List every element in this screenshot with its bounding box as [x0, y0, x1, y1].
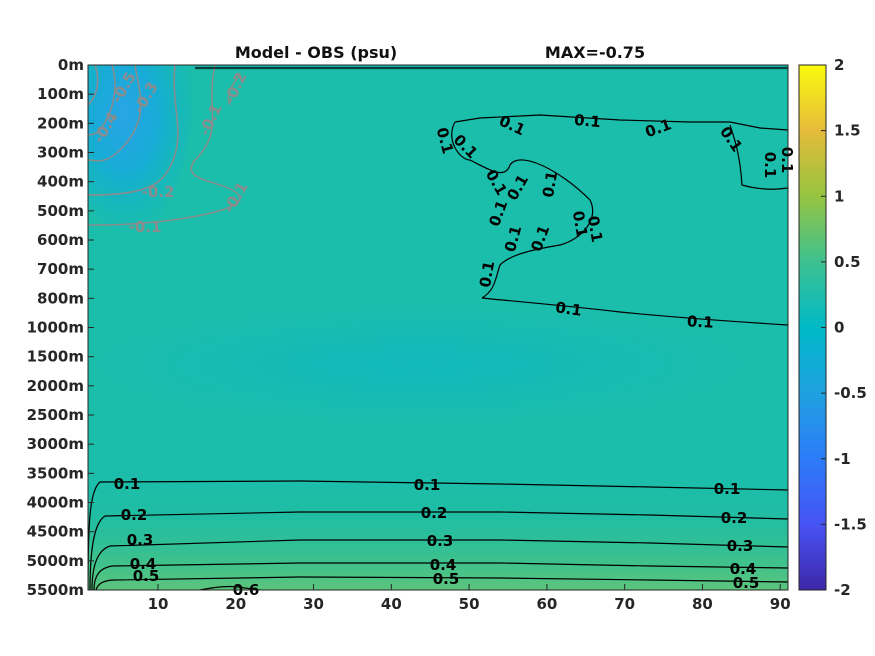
- chart-title: Model - OBS (psu): [235, 43, 397, 62]
- contour-line-mid-0.1-lower: [481, 297, 788, 326]
- contour-line-neg-0.3: [88, 65, 142, 162]
- contour-line-right-0.1: [729, 124, 788, 190]
- x-tick-label: 50: [459, 595, 480, 613]
- x-tick-label: 30: [303, 595, 324, 613]
- y-tick-label: 700m: [37, 260, 84, 278]
- negative-contours: [88, 65, 241, 226]
- contour-line-neg-extra: [227, 74, 241, 106]
- y-tick-label: 3000m: [27, 435, 84, 453]
- x-axis: 10 20 30 40 50 60 70 80 90: [148, 584, 791, 613]
- x-tick-label: 80: [692, 595, 713, 613]
- y-tick-label: 5500m: [27, 581, 84, 599]
- contour-label-0.1-right: 0.1: [714, 480, 741, 498]
- colorbar-tick-label: 1.5: [834, 122, 861, 140]
- x-tick-label: 60: [536, 595, 557, 613]
- contour-label-0.5-left: 0.5: [133, 567, 160, 585]
- contour-label-0.1-left: 0.1: [114, 475, 141, 493]
- colorbar-tick-label: 2: [834, 56, 844, 74]
- contour-label-mid-0.1-o: 0.1: [476, 259, 498, 288]
- y-tick-label: 1000m: [27, 319, 84, 337]
- contour-label-0.4-mid: 0.4: [430, 556, 457, 574]
- y-tick-label: 400m: [37, 173, 84, 191]
- x-tick-label: 20: [225, 595, 246, 613]
- positive-contours-bottom: [88, 480, 788, 590]
- contour-label-0.2-left: 0.2: [121, 506, 148, 524]
- contour-line-neg-0.5: [88, 65, 99, 106]
- y-tick-label: 300m: [37, 144, 84, 162]
- y-tick-label: 5000m: [27, 552, 84, 570]
- y-tick-label: 600m: [37, 231, 84, 249]
- y-axis: 0m 100m 200m 300m 400m 500m 600m 700m 800m 1000m 1…: [27, 56, 94, 599]
- y-tick-label: 800m: [37, 289, 84, 307]
- contour-line-neg-0.1: [88, 65, 241, 226]
- contour-line-0.5: [95, 576, 788, 590]
- contour-label-0.5-mid: 0.5: [433, 570, 460, 588]
- contour-line-0.2: [89, 511, 788, 590]
- contour-label-mid-0.1-n: 0.1: [584, 214, 606, 243]
- contour-label-mid-0.1-q: 0.1: [687, 312, 714, 331]
- colorbar: 2 1.5 1 0.5 0 -0.5 -1 -1.5 -2: [798, 56, 867, 599]
- contour-line-mid-0.1-outer: [454, 114, 788, 131]
- heatmap-field: [88, 65, 788, 590]
- colorbar-tick-label: -1.5: [834, 515, 867, 533]
- colorbar-tick-label: -1: [834, 450, 851, 468]
- y-tick-label: 0m: [58, 56, 84, 74]
- contour-line-mid-0.1-left: [451, 121, 594, 299]
- colorbar-tick-label: -0.5: [834, 384, 867, 402]
- contour-label-0.2-right: 0.2: [721, 509, 748, 527]
- contour-label-mid-0.1-m: 0.1: [569, 209, 591, 238]
- contour-label-0.5-right: 0.5: [733, 574, 760, 592]
- y-tick-label: 4000m: [27, 494, 84, 512]
- chart-subtitle: MAX=-0.75: [545, 43, 645, 62]
- contour-label-mid-0.1-p: 0.1: [554, 298, 583, 320]
- x-tick-label: 90: [770, 595, 791, 613]
- y-tick-label: 4500m: [27, 523, 84, 541]
- contour-label-0.3-mid: 0.3: [427, 532, 454, 550]
- contour-label-0.1-mid: 0.1: [414, 476, 441, 494]
- x-tick-label: 70: [614, 595, 635, 613]
- contour-line-0.6: [199, 585, 261, 590]
- y-tick-label: 1500m: [27, 348, 84, 366]
- contour-label-0.4-right: 0.4: [730, 560, 757, 578]
- y-tick-label: 500m: [37, 202, 84, 220]
- contour-label-neg-0.2: -0.2: [142, 183, 175, 201]
- y-tick-label: 100m: [37, 85, 84, 103]
- y-tick-label: 200m: [37, 114, 84, 132]
- colorbar-ticks: 2 1.5 1 0.5 0 -0.5 -1 -1.5 -2: [821, 56, 867, 599]
- positive-contours-mid: [195, 67, 788, 326]
- colorbar-tick-label: -2: [834, 581, 851, 599]
- y-tick-label: 3500m: [27, 464, 84, 482]
- y-tick-label: 2500m: [27, 406, 84, 424]
- contour-line-0.3: [91, 539, 788, 590]
- contour-label-neg-0.1: -0.1: [129, 218, 162, 236]
- contour-label-mid-0.1-l: 0.1: [539, 169, 561, 198]
- colorbar-tick-label: 0.5: [834, 253, 861, 271]
- contour-label-0.3-left: 0.3: [127, 531, 154, 549]
- x-tick-label: 40: [381, 595, 402, 613]
- contour-line-neg-0.2: [88, 65, 179, 196]
- contour-label-0.2-mid: 0.2: [421, 504, 448, 522]
- negative-contour-labels: -0.1 -0.2 -0.1 -0.3 -0.4 -0.5 -0.1 -0.2: [90, 69, 252, 236]
- colorbar-tick-label: 1: [834, 187, 844, 205]
- contour-label-0.4-left: 0.4: [130, 555, 157, 573]
- contour-label-right-0.1-a: 0.1: [761, 152, 779, 179]
- contour-label-right-0.1-b: 0.1: [778, 147, 796, 174]
- colorbar-tick-label: 0: [834, 319, 844, 337]
- contour-line-0.4: [93, 562, 788, 590]
- x-tick-label: 10: [148, 595, 169, 613]
- y-tick-label: 2000m: [27, 377, 84, 395]
- contour-label-0.3-right: 0.3: [727, 537, 754, 555]
- contour-line-neg-0.4: [88, 65, 116, 136]
- contour-label-mid-0.1-b: 0.1: [573, 111, 601, 131]
